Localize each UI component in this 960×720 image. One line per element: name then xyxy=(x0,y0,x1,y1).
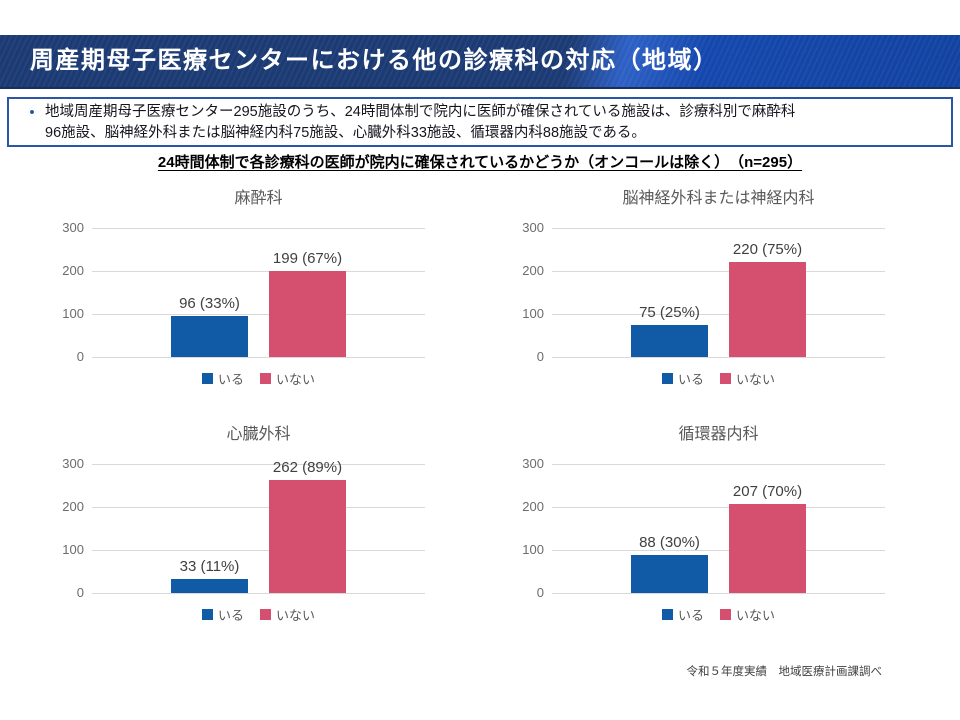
y-axis-tick-label: 200 xyxy=(62,499,84,514)
gridline xyxy=(92,314,425,315)
gridline xyxy=(92,228,425,229)
gridline xyxy=(92,550,425,551)
bar-chart-cardiac-surgery: 心臓外科 0 100 200 300 33 (11%) 262 (89%) いる いない xyxy=(32,424,462,627)
bar-present xyxy=(171,315,248,357)
legend-swatch-icon xyxy=(720,373,731,384)
y-axis-tick-label: 100 xyxy=(522,542,544,557)
chart-plot-area: 0 100 200 300 88 (30%) 207 (70%) xyxy=(522,456,885,600)
bar-absent xyxy=(269,480,346,593)
y-axis-tick-label: 300 xyxy=(522,220,544,235)
legend-swatch-icon xyxy=(201,609,213,620)
gridline xyxy=(92,357,425,358)
gridline xyxy=(552,271,885,272)
gridline xyxy=(552,550,885,551)
bar-present xyxy=(631,555,708,593)
legend-label: いる xyxy=(217,608,244,623)
chart-title: 心臓外科 xyxy=(226,426,291,443)
legend-item: いる xyxy=(661,369,704,388)
bar-present xyxy=(631,324,708,357)
charts-grid: 麻酔科 0 100 200 300 96 (33%) 199 (67%) いる いない 脳神経外… xyxy=(32,188,922,627)
legend-label: いない xyxy=(736,608,776,623)
legend-swatch-icon xyxy=(260,373,271,384)
legend-swatch-icon xyxy=(260,609,271,620)
y-axis-tick-label: 0 xyxy=(76,349,84,364)
bar-value-label: 199 (67%) xyxy=(272,250,343,268)
legend-swatch-icon xyxy=(201,373,213,384)
chart-title: 循環器内科 xyxy=(678,426,759,443)
chart-legend: いる いない xyxy=(92,605,425,624)
bar-absent xyxy=(269,271,346,357)
gridline xyxy=(92,507,425,508)
bar-value-label: 88 (30%) xyxy=(639,534,700,552)
summary-text: 地域周産期母子医療センター295施設のうち、24時間体制で院内に医師が確保されて… xyxy=(45,104,796,141)
gridline xyxy=(552,593,885,594)
chart-plot-area: 0 100 200 300 75 (25%) 220 (75%) xyxy=(522,220,885,364)
y-axis-tick-label: 300 xyxy=(62,456,84,471)
legend-item: いない xyxy=(720,605,775,624)
slide-title-bar: 周産期母子医療センターにおける他の診療科の対応（地域） xyxy=(0,35,960,89)
gridline xyxy=(552,464,885,465)
chart-section-heading-text: 24時間体制で各診療科の医師が院内に確保されているかどうか（オンコールは除く） … xyxy=(157,154,803,171)
legend-label: いる xyxy=(677,372,704,387)
y-axis-tick-label: 100 xyxy=(62,306,84,321)
legend-item: いる xyxy=(201,605,244,624)
y-axis-tick-label: 100 xyxy=(62,542,84,557)
bar-value-label: 33 (11%) xyxy=(179,557,240,575)
bar-absent xyxy=(729,262,806,357)
chart-legend: いる いない xyxy=(552,605,885,624)
legend-item: いる xyxy=(201,369,244,388)
legend-item: いない xyxy=(260,369,315,388)
y-axis-tick-label: 200 xyxy=(62,263,84,278)
legend-swatch-icon xyxy=(661,609,673,620)
bar-value-label: 75 (25%) xyxy=(639,303,700,321)
gridline xyxy=(92,593,425,594)
bar-absent xyxy=(729,504,806,593)
bar-chart-neurosurgery-neurology: 脳神経外科または神経内科 0 100 200 300 75 (25%) 220 (75%) い… xyxy=(492,188,922,391)
y-axis-tick-label: 0 xyxy=(76,585,84,600)
chart-plot-area: 0 100 200 300 33 (11%) 262 (89%) xyxy=(62,456,425,600)
chart-legend: いる いない xyxy=(552,369,885,388)
bar-value-label: 207 (70%) xyxy=(732,483,803,500)
page-title: 周産期母子医療センターにおける他の診療科の対応（地域） xyxy=(30,47,719,74)
bar-value-label: 262 (89%) xyxy=(272,459,343,477)
bar-present xyxy=(171,578,248,593)
gridline xyxy=(552,314,885,315)
legend-item: いない xyxy=(720,369,775,388)
bar-value-label: 96 (33%) xyxy=(179,294,240,312)
gridline xyxy=(92,271,425,272)
legend-swatch-icon xyxy=(720,609,731,620)
y-axis-tick-label: 300 xyxy=(522,456,544,471)
legend-label: いる xyxy=(677,608,704,623)
source-note: 令和５年度実績 地域医療計画課調べ xyxy=(686,666,883,678)
y-axis-tick-label: 100 xyxy=(522,306,544,321)
chart-title: 脳神経外科または神経内科 xyxy=(622,190,815,207)
bar-chart-cardiology: 循環器内科 0 100 200 300 88 (30%) 207 (70%) いる いない xyxy=(492,424,922,627)
y-axis-tick-label: 200 xyxy=(522,263,544,278)
legend-label: いない xyxy=(276,372,316,387)
bar-value-label: 220 (75%) xyxy=(732,241,803,259)
bullet-marker-icon: • xyxy=(29,104,35,121)
chart-title: 麻酔科 xyxy=(234,190,283,207)
chart-plot-area: 0 100 200 300 96 (33%) 199 (67%) xyxy=(62,220,425,364)
gridline xyxy=(92,464,425,465)
gridline xyxy=(552,228,885,229)
y-axis-tick-label: 0 xyxy=(536,349,544,364)
summary-callout-box: • 地域周産期母子医療センター295施設のうち、24時間体制で院内に医師が確保さ… xyxy=(7,97,953,147)
gridline xyxy=(552,507,885,508)
legend-item: いる xyxy=(661,605,704,624)
bar-chart-anesthesiology: 麻酔科 0 100 200 300 96 (33%) 199 (67%) いる いない xyxy=(32,188,462,391)
y-axis-tick-label: 0 xyxy=(536,585,544,600)
y-axis-tick-label: 200 xyxy=(522,499,544,514)
chart-section-heading: 24時間体制で各診療科の医師が院内に確保されているかどうか（オンコールは除く） … xyxy=(0,151,960,172)
gridline xyxy=(552,357,885,358)
legend-label: いない xyxy=(736,372,776,387)
legend-item: いない xyxy=(260,605,315,624)
legend-swatch-icon xyxy=(661,373,673,384)
chart-legend: いる いない xyxy=(92,369,425,388)
legend-label: いない xyxy=(276,608,316,623)
legend-label: いる xyxy=(217,372,244,387)
y-axis-tick-label: 300 xyxy=(62,220,84,235)
